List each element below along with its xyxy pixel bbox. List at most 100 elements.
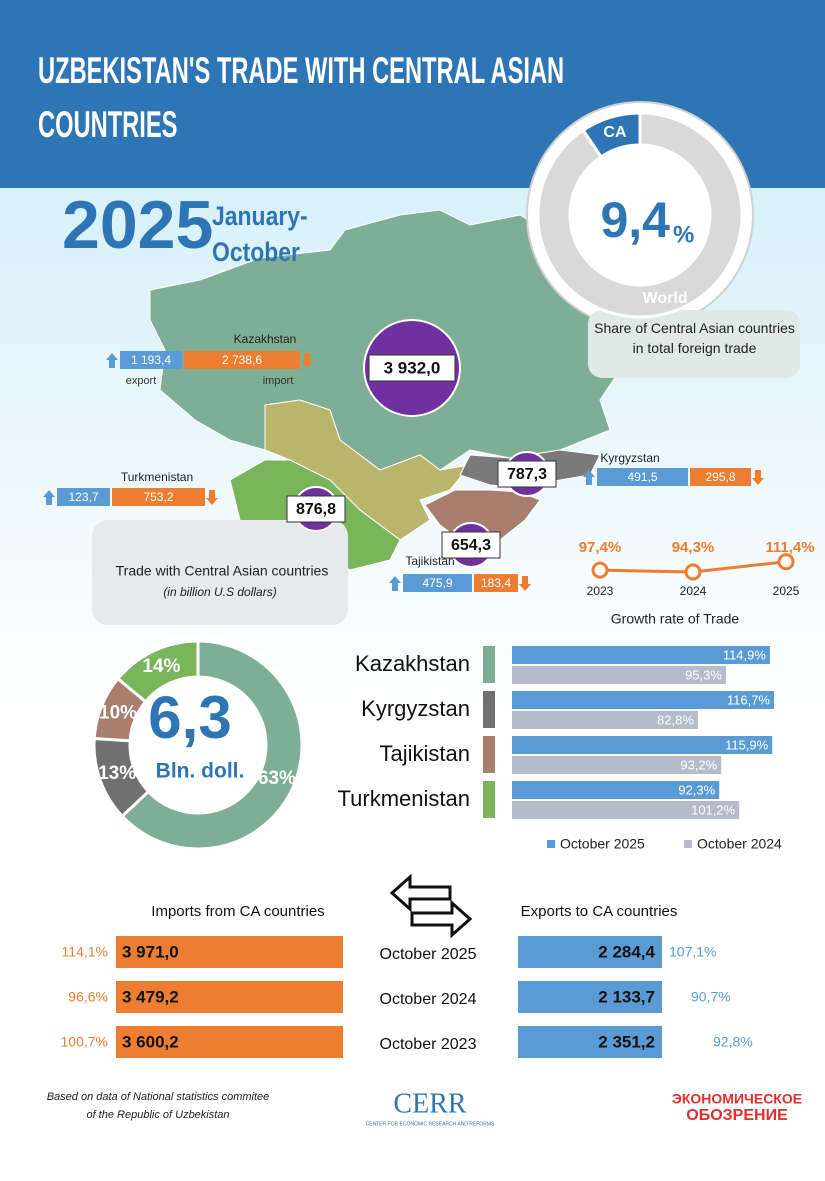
bar: [512, 646, 770, 664]
import-label: import: [263, 375, 294, 387]
cerr-sub: CENTER FOR ECONOMIC RESEARCH AND REFORMS: [366, 1121, 495, 1127]
category-swatch: [483, 646, 495, 683]
import-value: 3 971,0: [122, 942, 179, 961]
import-arrow: [301, 353, 313, 368]
period: October 2024: [380, 991, 477, 1008]
import-arrow: [206, 490, 218, 505]
eo-logo: ОБОЗРЕНИЕ: [686, 1107, 788, 1124]
category-swatch: [483, 736, 495, 773]
source-line: Based on data of National statistics com…: [47, 1091, 270, 1103]
category-swatch: [483, 781, 495, 818]
import-value: 2 738,6: [222, 353, 262, 367]
import-arrow: [519, 576, 531, 591]
export-box: [120, 351, 182, 369]
bar-category: Kazakhstan: [355, 651, 470, 676]
map-country-label: Kazakhstan: [234, 332, 297, 346]
export-box: [403, 574, 472, 592]
growth-label: 97,4%: [579, 539, 622, 556]
growth-label: 94,3%: [672, 539, 715, 556]
title: UZBEKISTAN'S TRADE WITH CENTRAL ASIAN CO…: [38, 50, 565, 145]
export-growth: 90,7%: [691, 989, 731, 1005]
bar-value-label: 82,8%: [657, 712, 694, 727]
import-value: 3 479,2: [122, 987, 179, 1006]
bar: [512, 736, 773, 754]
segment-label: CA: [603, 124, 627, 141]
bar: [512, 781, 720, 799]
year: 2025: [62, 187, 213, 263]
bar-value-label: 101,2%: [691, 802, 736, 817]
source-line: of the Republic of Uzbekistan: [86, 1109, 229, 1121]
import-bar: [116, 1026, 343, 1058]
export-arrow: [389, 576, 401, 591]
legend-label: October 2025: [560, 836, 645, 852]
share-unit: %: [673, 221, 694, 248]
pie-segment: [536, 111, 744, 319]
bar-category: Kyrgyzstan: [361, 696, 470, 721]
export-value: 475,9: [422, 576, 452, 590]
export-arrow: [583, 470, 595, 485]
import-box: [112, 488, 205, 506]
trade-box: [286, 495, 346, 523]
period: October 2025: [380, 946, 477, 963]
year-label: 2023: [587, 584, 614, 598]
export-value: 2 284,4: [598, 942, 655, 961]
export-arrow: [43, 490, 55, 505]
export-value: 1 193,4: [131, 353, 171, 367]
import-value: 295,8: [705, 470, 735, 484]
bar-value-label: 92,3%: [678, 782, 715, 797]
export-bar: [518, 981, 662, 1013]
legend-swatch: [547, 840, 555, 848]
bar: [512, 801, 740, 819]
import-box: [184, 351, 300, 369]
import-box: [474, 574, 518, 592]
bar: [512, 756, 722, 774]
segment-label: 63%: [258, 768, 296, 789]
category-swatch: [483, 691, 495, 728]
import-box: [690, 468, 751, 486]
bar-category: Turkmenistan: [338, 786, 470, 811]
share-value: 9,4: [600, 192, 670, 248]
trade-box: [92, 520, 348, 625]
import-growth: 96,6%: [68, 989, 108, 1005]
trade-total: 787,3: [507, 466, 547, 483]
export-value: 491,5: [627, 470, 657, 484]
bar-value-label: 116,7%: [727, 692, 771, 707]
trade-box: [441, 531, 501, 559]
segment-label: 14%: [142, 656, 180, 677]
year-label: 2025: [773, 584, 800, 598]
growth-point: [684, 563, 702, 581]
bar-category: Tajikistan: [380, 741, 470, 766]
export-box: [57, 488, 110, 506]
growth-label: 111,4%: [765, 539, 814, 556]
year-label: 2024: [680, 584, 707, 598]
donut-center-value: 6,3: [148, 684, 231, 751]
trade-box: [497, 460, 557, 488]
export-label: export: [126, 375, 157, 387]
caption-box: [588, 310, 800, 378]
trade-total: 3 932,0: [384, 358, 441, 377]
period: October 2023: [380, 1036, 477, 1053]
import-bar: [116, 981, 343, 1013]
map-country-label: Turkmenistan: [121, 470, 193, 484]
growth-point: [591, 561, 609, 579]
imports-title: Imports from CA countries: [151, 903, 324, 920]
bar-value-label: 114,9%: [723, 647, 767, 662]
bar-value-label: 93,2%: [680, 757, 717, 772]
donut-subtitle: (in billion U.S dollars): [163, 585, 276, 599]
pie-segment: [120, 639, 304, 851]
exchange-icon: [389, 873, 473, 939]
import-value: 183,4: [481, 576, 511, 590]
share-caption: Share of Central Asian countries in tota…: [594, 320, 795, 356]
legend-label: October 2024: [697, 836, 782, 852]
bar: [512, 711, 698, 729]
exports-title: Exports to CA countries: [521, 903, 678, 920]
eo-logo: ЭКОНОМИЧЕСКОЕ: [672, 1091, 802, 1107]
export-value: 123,7: [68, 490, 98, 504]
import-value: 3 600,2: [122, 1032, 179, 1051]
line-title: Growth rate of Trade: [611, 611, 740, 627]
export-bar: [518, 936, 662, 968]
cerr-logo: CERR: [393, 1088, 466, 1119]
trade-total: 876,8: [296, 501, 336, 518]
